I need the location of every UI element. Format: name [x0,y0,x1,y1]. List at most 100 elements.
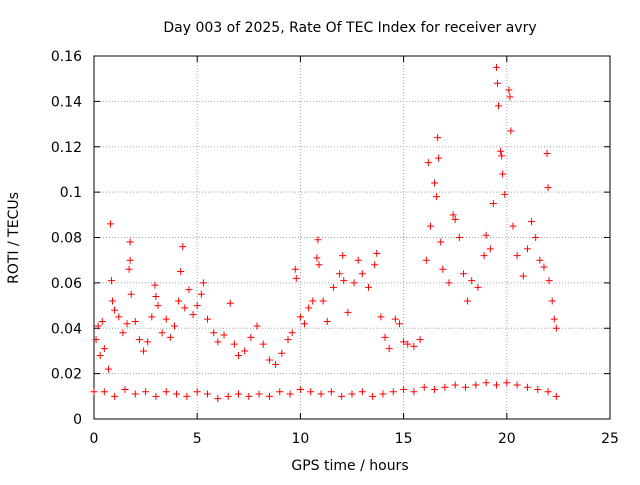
data-point [519,272,527,280]
data-point [204,390,212,398]
data-point [507,127,515,135]
data-point [183,392,191,400]
y-tick-label: 0.12 [51,140,82,156]
data-point [340,277,348,285]
data-point [451,215,459,223]
data-point [214,395,222,403]
data-point [503,379,511,387]
data-point [115,313,123,321]
axes: 0 5 10 15 20 25 0 0.02 0.04 0.06 0.08 0.1 0.12 0.14 0.… [51,49,619,447]
data-point [385,345,393,353]
data-point [158,329,166,337]
data-point [509,222,517,230]
data-point [459,270,467,278]
y-tick-label: 0.02 [51,367,82,383]
data-point [125,265,133,273]
data-point [455,234,463,241]
data-point [292,274,300,282]
data-point [552,392,560,400]
data-point [220,331,228,339]
data-point [151,281,159,289]
data-point [404,340,412,348]
data-point [544,184,552,192]
data-point [276,388,284,396]
data-point [327,388,335,396]
data-point [350,279,358,287]
grid-lines [94,56,610,419]
data-point [230,340,238,348]
data-point [245,392,253,400]
data-point [214,338,222,346]
data-point [365,283,373,291]
data-point [94,322,102,330]
data-point [395,320,403,328]
data-point [499,170,507,178]
data-point [344,308,352,316]
data-point [317,390,325,398]
y-tick-label: 0 [73,412,82,428]
data-point [329,283,337,291]
data-point [431,179,439,187]
data-point [464,297,472,305]
data-point [127,290,135,298]
data-point [548,297,556,305]
data-point [445,279,453,287]
data-point [339,252,347,260]
x-axis-label: GPS time / hours [291,458,408,474]
data-point [210,329,218,337]
data-point [451,381,459,389]
data-point [241,347,249,355]
data-point [224,392,232,400]
data-point [400,338,408,346]
data-point [420,383,428,391]
data-point [173,390,181,398]
data-point [166,333,174,341]
data-point [373,249,381,257]
data-point [177,268,185,276]
data-point [309,297,317,305]
data-point [523,245,531,253]
data-point [433,193,441,201]
x-tick-label: 10 [291,431,309,447]
data-point [498,152,506,160]
data-point [358,270,366,278]
data-point [305,304,313,312]
data-point [319,297,327,305]
data-point [226,299,234,307]
data-point [506,93,514,101]
data-point [528,218,536,226]
data-point [135,336,143,344]
data-point [552,324,560,332]
data-point [142,388,150,396]
data-point [162,315,170,323]
data-point [154,302,162,310]
data-point [336,270,344,278]
data-point [494,79,502,87]
data-point [162,388,170,396]
data-point [389,388,397,396]
data-point [123,320,131,328]
data-point [278,349,286,357]
data-point [523,383,531,391]
data-point [107,220,115,228]
data-point [492,381,500,389]
data-point [513,252,521,260]
data-point [152,392,160,400]
data-point [513,381,521,389]
data-point [468,277,476,285]
data-point [247,333,255,341]
data-point [544,388,552,396]
data-point [410,342,418,350]
data-point [314,236,322,244]
data-point [296,313,304,321]
x-tick-label: 25 [601,431,619,447]
data-point [175,297,183,305]
data-point [426,222,434,230]
data-point [307,388,315,396]
data-point [381,333,389,341]
data-point [121,386,129,394]
data-point [265,392,273,400]
data-point [545,277,553,285]
data-point [424,159,432,167]
data-point [437,238,445,246]
